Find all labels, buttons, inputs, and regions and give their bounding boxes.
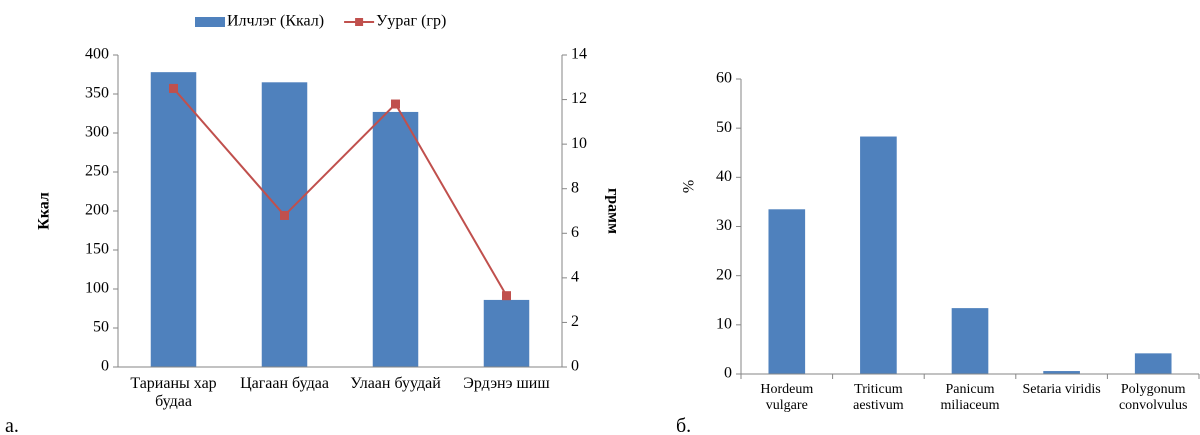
legend-swatch bbox=[195, 17, 225, 27]
marker bbox=[391, 99, 400, 109]
bar bbox=[150, 72, 197, 367]
bar bbox=[372, 111, 419, 367]
y-tick-label: 0 bbox=[571, 358, 579, 375]
y-tick-label: 150 bbox=[85, 241, 109, 258]
y-tick-label: 14 bbox=[571, 46, 587, 63]
x-tick-label: Hordeum vulgare bbox=[760, 382, 814, 413]
x-tick-label: Тарианы хар будаа bbox=[130, 375, 217, 410]
y-tick-label: 6 bbox=[571, 224, 579, 241]
y-tick-label: 0 bbox=[724, 365, 732, 382]
x-tick-label: Эрдэнэ шиш bbox=[463, 375, 550, 392]
panel-label: б. bbox=[676, 415, 692, 435]
y-tick-label: 12 bbox=[571, 90, 587, 107]
marker bbox=[502, 291, 511, 301]
bar bbox=[483, 299, 530, 367]
y-tick-label: 0 bbox=[101, 358, 109, 375]
legend-marker bbox=[355, 18, 364, 26]
y-tick-label: 50 bbox=[93, 319, 109, 336]
y-tick-label: 2 bbox=[571, 313, 579, 330]
y-tick-label: 300 bbox=[85, 124, 109, 141]
y-tick-label: 200 bbox=[85, 202, 109, 219]
bar bbox=[768, 209, 806, 374]
y-tick-label: 30 bbox=[716, 217, 732, 234]
y-axis-title: % bbox=[681, 180, 698, 193]
bar bbox=[261, 82, 308, 368]
y2-axis-title: грамм bbox=[604, 188, 621, 234]
marker bbox=[280, 210, 289, 220]
y-tick-label: 10 bbox=[571, 135, 587, 152]
y-tick-label: 400 bbox=[85, 46, 109, 63]
y-tick-label: 20 bbox=[716, 266, 732, 283]
x-tick-label: Цагаан будаа bbox=[240, 375, 329, 392]
y-tick-label: 250 bbox=[85, 163, 109, 180]
y-tick-label: 50 bbox=[716, 119, 732, 136]
y-tick-label: 40 bbox=[716, 168, 732, 185]
panel-label: а. bbox=[5, 415, 19, 435]
bar bbox=[860, 136, 897, 374]
x-tick-label: Panicum miliaceum bbox=[940, 382, 1000, 413]
x-tick-label: Улаан буудай bbox=[350, 375, 441, 392]
bar bbox=[1134, 353, 1172, 374]
bar bbox=[1043, 371, 1080, 374]
y-tick-label: 4 bbox=[571, 269, 579, 286]
marker bbox=[169, 83, 178, 93]
y-tick-label: 60 bbox=[716, 70, 732, 87]
y-tick-label: 10 bbox=[716, 316, 732, 333]
line bbox=[172, 87, 508, 297]
x-tick-label: Setaria viridis bbox=[1022, 382, 1101, 397]
x-tick-label: Triticum aestivum bbox=[853, 382, 904, 413]
bar bbox=[951, 308, 989, 374]
y-axis-title: Ккал bbox=[36, 192, 53, 230]
x-tick-label: Polygonum convolvulus bbox=[1118, 382, 1188, 413]
y-tick-label: 8 bbox=[571, 179, 579, 196]
y-tick-label: 100 bbox=[85, 280, 109, 297]
legend-label: Уураг (гр) bbox=[376, 13, 446, 30]
legend-label: Илчлэг (Ккал) bbox=[227, 13, 324, 30]
y-tick-label: 350 bbox=[85, 85, 109, 102]
